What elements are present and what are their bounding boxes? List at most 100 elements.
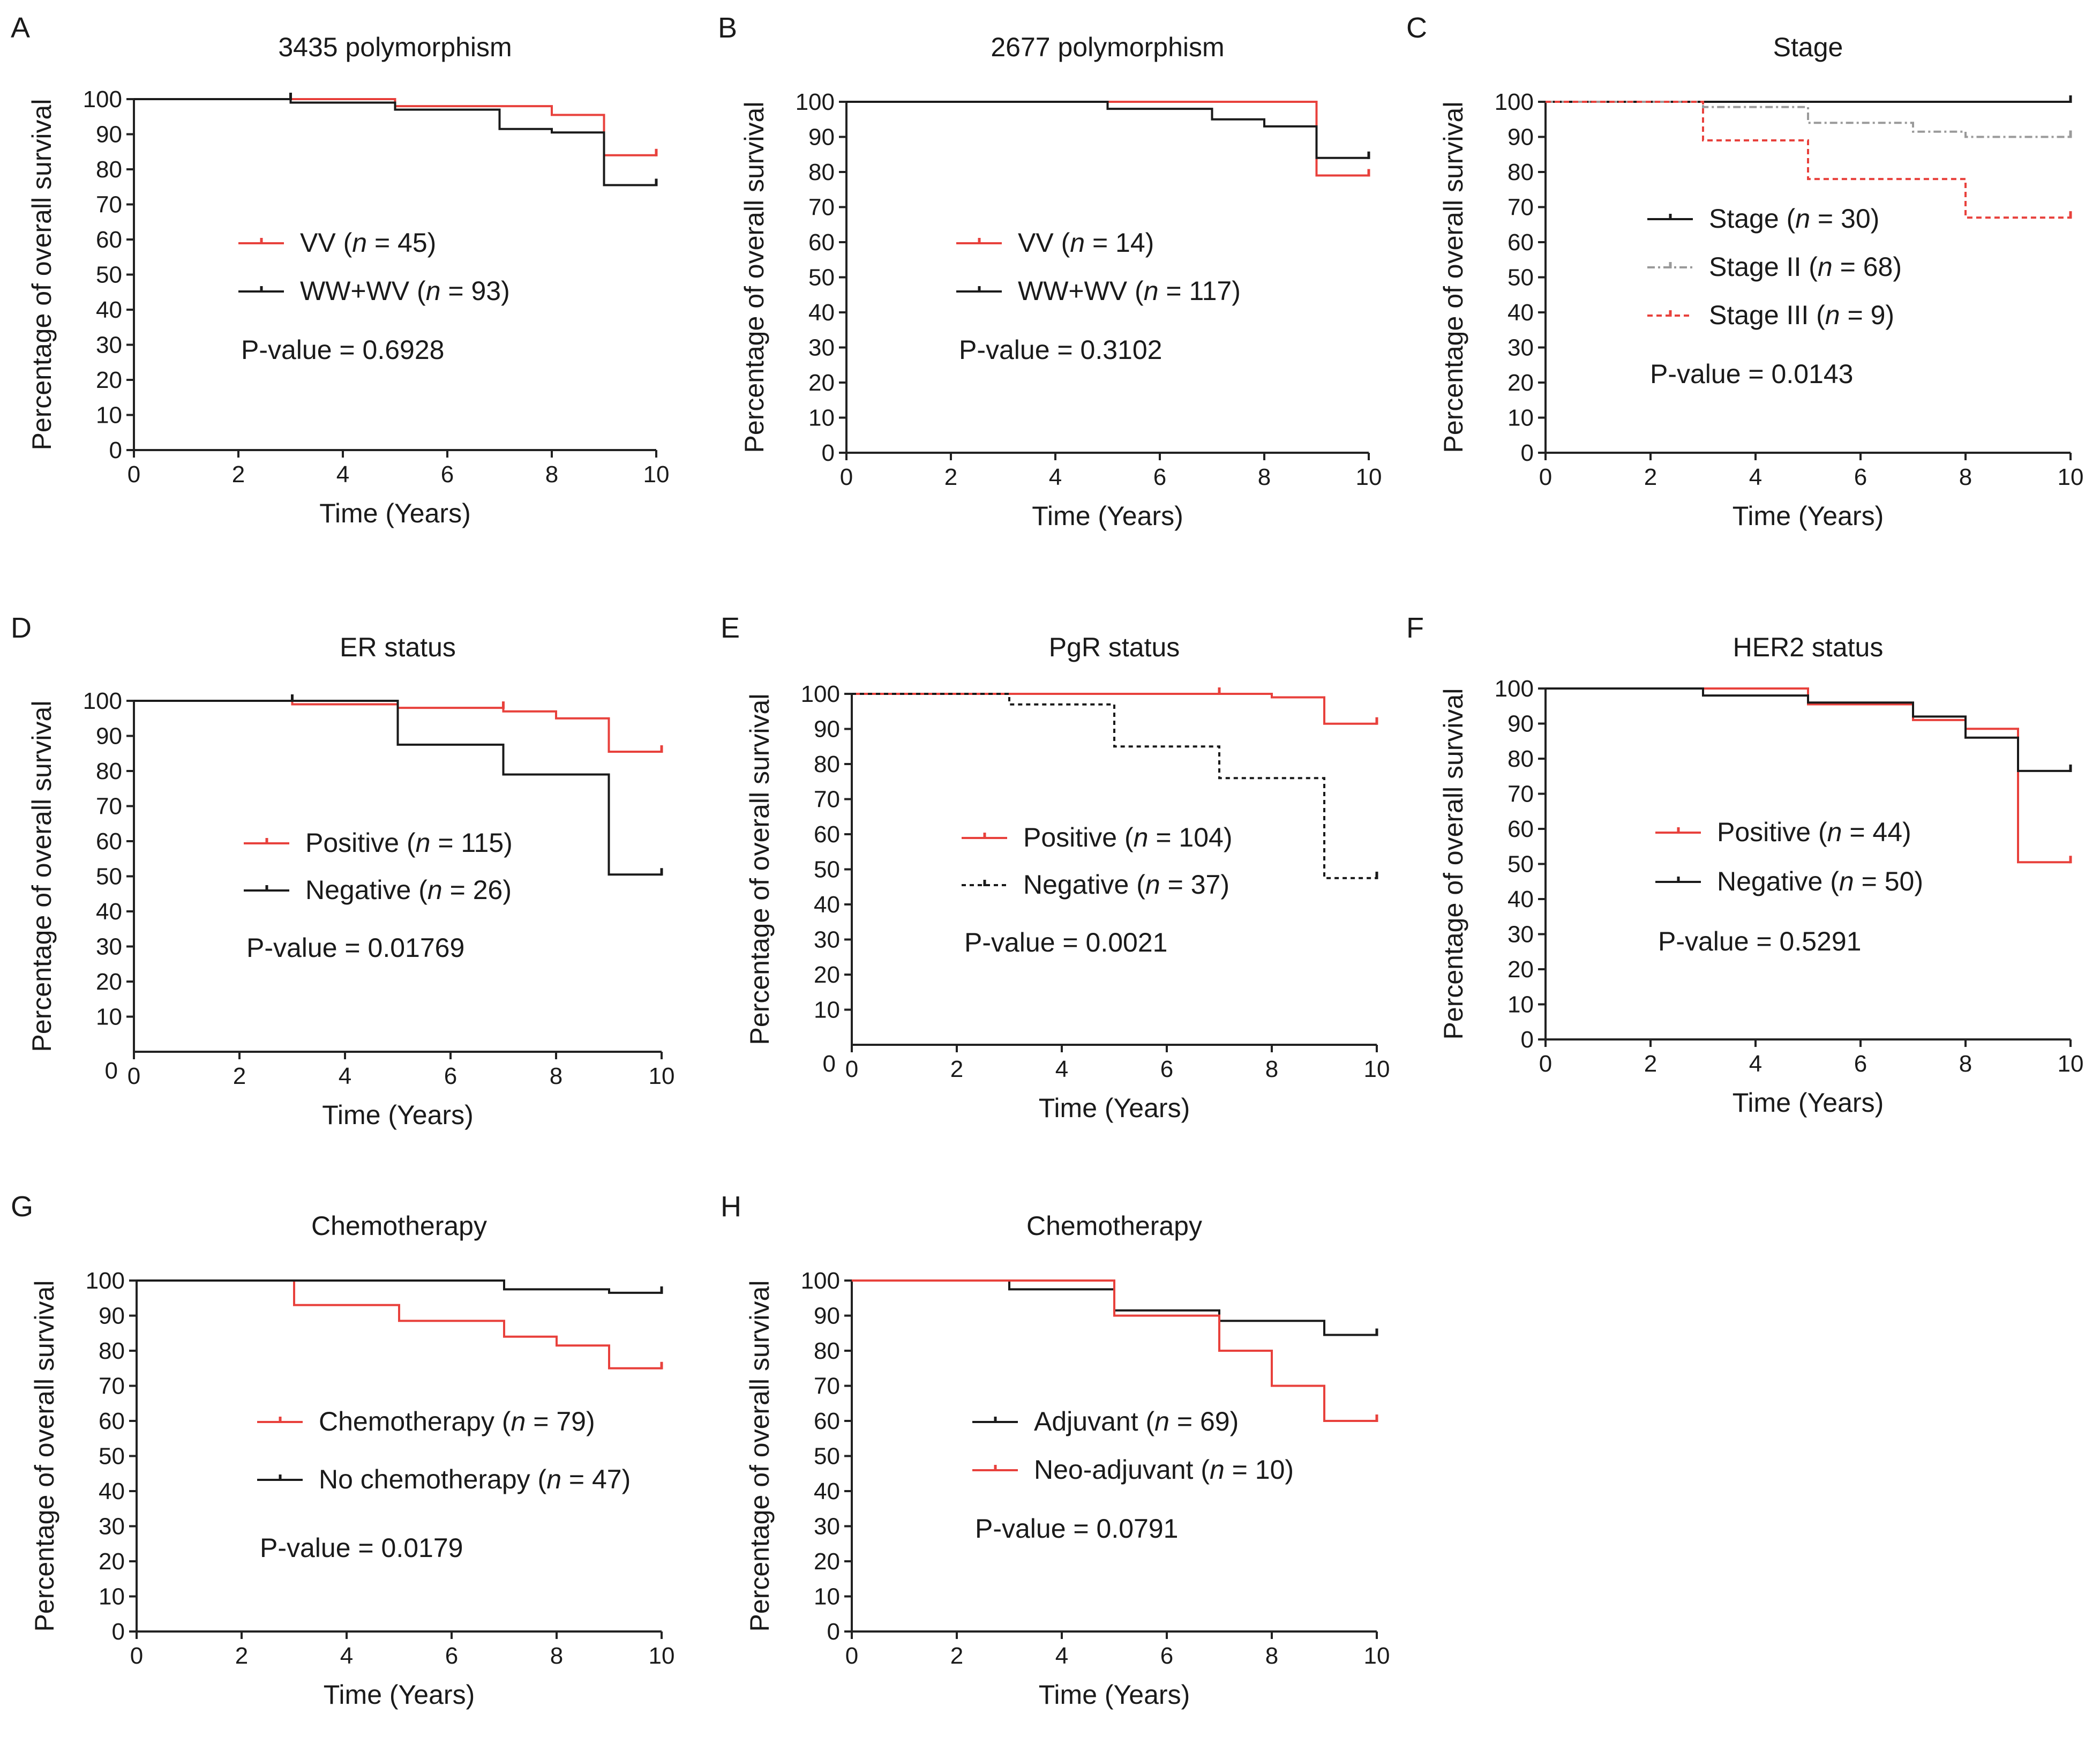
x-tick-label: 6 xyxy=(1160,1056,1173,1082)
panel-title: 2677 polymorphism xyxy=(991,32,1224,62)
legend-eq: = xyxy=(561,1464,592,1494)
y-axis-label: Percentage of overall survival xyxy=(27,701,57,1052)
legend-eq: = xyxy=(367,228,398,258)
x-tick-label: 0 xyxy=(845,1643,858,1669)
legend-n-symbol: n xyxy=(1154,1406,1169,1436)
legend-eq: = xyxy=(1159,276,1189,306)
legend-name: VV xyxy=(300,228,336,258)
x-tick-label: 10 xyxy=(643,461,670,488)
legend-n-value: 69 xyxy=(1200,1406,1230,1436)
x-axis-label: Time (Years) xyxy=(1032,501,1183,531)
y-tick-label: 80 xyxy=(814,751,840,777)
y-tick-label: 90 xyxy=(814,716,840,743)
legend-n-symbol: n xyxy=(1839,866,1854,896)
legend-close: ) xyxy=(1902,817,1911,847)
x-tick-label: 10 xyxy=(2058,1051,2084,1077)
legend-eq: = xyxy=(1225,1455,1255,1485)
p-value: P-value = 0.01769 xyxy=(246,933,464,963)
y-tick-label: 50 xyxy=(96,262,122,288)
survival-curve-vv xyxy=(846,101,1369,177)
y-tick-label: 60 xyxy=(814,821,840,848)
legend-n-symbol: n xyxy=(1145,870,1160,900)
x-tick-label: 0 xyxy=(840,464,853,490)
survival-curve-no-chemotherapy xyxy=(137,1279,662,1294)
y-tick-label: 40 xyxy=(99,1478,125,1505)
y-tick-label: 100 xyxy=(801,1268,840,1294)
y-tick-label: 70 xyxy=(96,192,122,218)
legend-label: Adjuvant (n = 69) xyxy=(1034,1406,1239,1436)
legend-name: Neo-adjuvant xyxy=(1034,1455,1194,1485)
panel-label: A xyxy=(11,12,30,44)
survival-curve-positive xyxy=(134,700,662,753)
y-tick-label: 80 xyxy=(808,159,835,185)
legend-n-symbol: n xyxy=(1144,276,1159,306)
y-tick-label: 30 xyxy=(1508,922,1534,948)
y-axis-label: Percentage of overall survival xyxy=(1438,102,1468,453)
x-tick-label: 2 xyxy=(950,1643,963,1669)
y-tick-label: 50 xyxy=(808,265,835,291)
x-tick-label: 4 xyxy=(336,461,349,488)
x-tick-label: 0 xyxy=(1539,464,1552,490)
x-tick-label: 8 xyxy=(545,461,558,488)
x-tick-label: 6 xyxy=(1160,1643,1173,1669)
y-tick-label: 10 xyxy=(814,997,840,1023)
y-axis-label: Percentage of overall survival xyxy=(29,1281,59,1632)
x-tick-label: 10 xyxy=(1364,1643,1390,1669)
legend-name: Stage III xyxy=(1709,300,1809,330)
y-tick-label: 80 xyxy=(96,156,122,183)
legend-n-value: 104 xyxy=(1179,822,1223,852)
legend-label: Chemotherapy (n = 79) xyxy=(319,1406,595,1436)
y-tick-label: 0 xyxy=(109,437,122,463)
legend-n-value: 50 xyxy=(1885,866,1915,896)
legend-n-value: 44 xyxy=(1872,817,1902,847)
legend-paren: ( xyxy=(494,1406,511,1436)
legend-name: No chemotherapy xyxy=(319,1464,530,1494)
y-tick-label: 60 xyxy=(96,227,122,253)
y-tick-label: 90 xyxy=(96,723,122,750)
legend-name: Negative xyxy=(305,875,411,905)
legend-n-symbol: n xyxy=(1795,204,1810,234)
legend-paren: ( xyxy=(409,276,426,306)
x-axis-label: Time (Years) xyxy=(319,498,470,528)
legend-close: ) xyxy=(1224,822,1233,852)
x-tick-label: 2 xyxy=(233,1063,246,1089)
survival-curve-negative xyxy=(134,700,662,876)
legend-paren: ( xyxy=(1801,252,1818,282)
y-tick-label: 30 xyxy=(1508,335,1534,361)
y-tick-label: 80 xyxy=(99,1338,125,1364)
legend-name: Negative xyxy=(1023,870,1129,900)
legend-label: Negative (n = 26) xyxy=(305,875,512,905)
panel-label: F xyxy=(1406,612,1424,644)
y-tick-label: 50 xyxy=(1508,265,1534,291)
y-tick-label: 60 xyxy=(1508,229,1534,256)
x-tick-label: 6 xyxy=(441,461,454,488)
survival-curve-positive xyxy=(852,693,1377,725)
y-tick-label: 50 xyxy=(99,1443,125,1470)
y-tick-label: 90 xyxy=(814,1303,840,1329)
y-tick-label: 100 xyxy=(83,688,122,714)
y-tick-label: 10 xyxy=(96,1004,122,1030)
y-tick-label: 90 xyxy=(99,1303,125,1329)
x-tick-label: 4 xyxy=(1055,1056,1068,1082)
legend-paren: ( xyxy=(1117,822,1134,852)
x-tick-label: 8 xyxy=(1258,464,1271,490)
x-tick-label: 10 xyxy=(649,1063,675,1089)
y-tick-label: 70 xyxy=(808,194,835,221)
x-tick-label: 4 xyxy=(1749,464,1762,490)
x-tick-label: 6 xyxy=(1153,464,1166,490)
p-value: P-value = 0.0021 xyxy=(964,927,1167,957)
y-tick-label: 10 xyxy=(1508,405,1534,431)
legend-name: Positive xyxy=(305,828,399,858)
y-tick-label: 60 xyxy=(1508,816,1534,842)
legend-n-value: 14 xyxy=(1115,228,1145,258)
y-tick-label: 70 xyxy=(1508,194,1534,221)
legend-eq: = xyxy=(441,276,471,306)
y-tick-label: 100 xyxy=(1495,89,1534,115)
x-tick-label: 2 xyxy=(1644,464,1657,490)
legend-label: Stage III (n = 9) xyxy=(1709,300,1894,330)
x-axis-label: Time (Years) xyxy=(324,1680,475,1710)
legend-n-value: 10 xyxy=(1255,1455,1285,1485)
legend-paren: ( xyxy=(530,1464,547,1494)
x-tick-label: 6 xyxy=(1854,464,1867,490)
